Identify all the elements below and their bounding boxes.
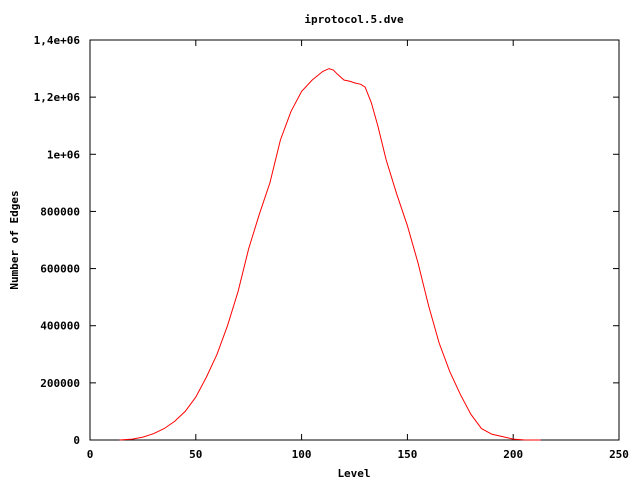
y-tick-label: 400000	[40, 320, 80, 333]
x-axis-label: Level	[337, 467, 370, 480]
y-tick-label: 200000	[40, 377, 80, 390]
y-axis: 0 200000 400000 600000 800000 1e+06 1,2e+06 1,4…	[34, 34, 619, 447]
x-tick-label: 0	[87, 448, 94, 461]
x-tick-label: 50	[189, 448, 202, 461]
y-tick-label: 1,2e+06	[34, 91, 81, 104]
y-tick-label: 0	[73, 434, 80, 447]
chart-title: iprotocol.5.dve	[304, 13, 404, 26]
plot-frame	[89, 39, 620, 441]
y-tick-label: 600000	[40, 263, 80, 276]
y-tick-label: 800000	[40, 205, 80, 218]
x-tick-label: 250	[609, 448, 629, 461]
x-tick-label: 150	[397, 448, 417, 461]
x-tick-label: 200	[503, 448, 523, 461]
series-line	[119, 68, 541, 441]
y-tick-label: 1,4e+06	[34, 34, 81, 47]
y-axis-label: Number of Edges	[8, 190, 21, 289]
x-tick-label: 100	[292, 448, 312, 461]
x-axis: 0 50 100 150 200 250	[87, 40, 629, 461]
y-tick-label: 1e+06	[47, 148, 80, 161]
